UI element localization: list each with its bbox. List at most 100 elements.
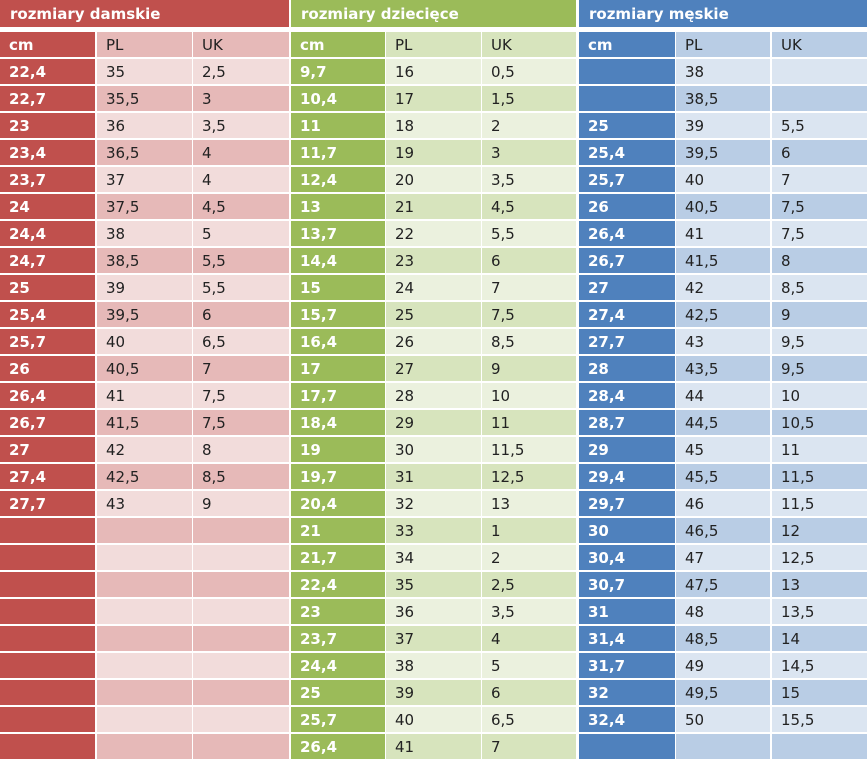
cell-pl: 40,5 <box>97 356 192 381</box>
cell-cm: 32,4 <box>579 707 675 732</box>
cell-cm: 21,7 <box>291 545 385 570</box>
cell-pl: 27 <box>386 356 481 381</box>
cell-uk: 15 <box>772 680 867 705</box>
cell-pl: 39,5 <box>97 302 192 327</box>
cell-pl <box>97 545 192 570</box>
cell-uk: 12,5 <box>772 545 867 570</box>
cell-cm: 18,4 <box>291 410 385 435</box>
cell-cm: 17 <box>291 356 385 381</box>
cell-uk <box>772 59 867 84</box>
cell-uk: 6 <box>772 140 867 165</box>
cell-cm: 15,7 <box>291 302 385 327</box>
cell-pl: 45 <box>676 437 770 462</box>
cell-pl: 26 <box>386 329 481 354</box>
cell-cm: 29,7 <box>579 491 675 516</box>
cell-pl: 47 <box>676 545 770 570</box>
cell-uk: 2,5 <box>482 572 576 597</box>
cell-cm: 27,4 <box>579 302 675 327</box>
cell-pl: 41 <box>386 734 481 759</box>
cell-uk: 9,5 <box>772 329 867 354</box>
cell-uk: 7 <box>482 275 576 300</box>
cell-cm: 17,7 <box>291 383 385 408</box>
cell-pl: 34 <box>386 545 481 570</box>
cell-uk: 14 <box>772 626 867 651</box>
cell-pl <box>97 572 192 597</box>
cell-cm: 25,7 <box>0 329 95 354</box>
cell-uk: 7 <box>772 167 867 192</box>
cell-uk: 3 <box>193 86 289 111</box>
cell-uk: 2,5 <box>193 59 289 84</box>
cell-uk: 9 <box>482 356 576 381</box>
cell-cm: 14,4 <box>291 248 385 273</box>
cell-uk: 10 <box>772 383 867 408</box>
cell-uk: 5,5 <box>482 221 576 246</box>
cell-uk: 5,5 <box>772 113 867 138</box>
cell-uk: 13 <box>772 572 867 597</box>
cell-pl: 48 <box>676 599 770 624</box>
column-header-cm: cm <box>291 32 385 57</box>
cell-uk: 7,5 <box>193 410 289 435</box>
cell-cm: 23,7 <box>291 626 385 651</box>
cell-uk: 9 <box>772 302 867 327</box>
cell-pl: 42,5 <box>676 302 770 327</box>
cell-pl: 25 <box>386 302 481 327</box>
cell-cm: 26 <box>0 356 95 381</box>
cell-cm <box>0 680 95 705</box>
cell-cm: 23 <box>0 113 95 138</box>
cell-pl: 40,5 <box>676 194 770 219</box>
cell-pl: 38 <box>676 59 770 84</box>
cell-pl: 42 <box>676 275 770 300</box>
cell-uk: 11,5 <box>482 437 576 462</box>
cell-pl <box>97 626 192 651</box>
cell-uk: 7 <box>193 356 289 381</box>
column-header-cm: cm <box>579 32 675 57</box>
column-header-pl: PL <box>386 32 481 57</box>
cell-uk: 7,5 <box>193 383 289 408</box>
cell-cm: 13,7 <box>291 221 385 246</box>
cell-uk: 1,5 <box>482 86 576 111</box>
cell-cm: 23,7 <box>0 167 95 192</box>
cell-cm: 24,4 <box>291 653 385 678</box>
cell-cm <box>0 707 95 732</box>
cell-cm: 30,7 <box>579 572 675 597</box>
cell-pl: 36 <box>386 599 481 624</box>
cell-pl: 40 <box>676 167 770 192</box>
cell-pl <box>97 653 192 678</box>
cell-uk <box>193 707 289 732</box>
cell-uk: 1 <box>482 518 576 543</box>
cell-uk: 7,5 <box>482 302 576 327</box>
cell-pl: 18 <box>386 113 481 138</box>
cell-pl: 35,5 <box>97 86 192 111</box>
cell-uk: 8,5 <box>193 464 289 489</box>
cell-cm: 29 <box>579 437 675 462</box>
cell-uk: 3,5 <box>482 167 576 192</box>
cell-cm: 25 <box>579 113 675 138</box>
cell-pl: 29 <box>386 410 481 435</box>
cell-cm: 28,7 <box>579 410 675 435</box>
cell-uk <box>772 86 867 111</box>
cell-pl: 45,5 <box>676 464 770 489</box>
cell-pl: 47,5 <box>676 572 770 597</box>
cell-pl <box>97 707 192 732</box>
cell-uk: 2 <box>482 113 576 138</box>
cell-cm: 25,7 <box>291 707 385 732</box>
cell-cm: 12,4 <box>291 167 385 192</box>
cell-cm: 25 <box>291 680 385 705</box>
cell-cm: 32 <box>579 680 675 705</box>
cell-pl: 41,5 <box>97 410 192 435</box>
cell-uk: 8 <box>193 437 289 462</box>
cell-pl: 43,5 <box>676 356 770 381</box>
cell-uk <box>193 599 289 624</box>
cell-uk: 5,5 <box>193 275 289 300</box>
cell-pl <box>97 518 192 543</box>
cell-cm: 30,4 <box>579 545 675 570</box>
cell-uk: 13 <box>482 491 576 516</box>
cell-uk: 15,5 <box>772 707 867 732</box>
group-title: rozmiary dziecięce <box>291 0 576 27</box>
cell-uk: 6 <box>482 248 576 273</box>
cell-uk: 11,5 <box>772 464 867 489</box>
cell-cm: 21 <box>291 518 385 543</box>
cell-cm: 25 <box>0 275 95 300</box>
cell-cm <box>579 86 675 111</box>
